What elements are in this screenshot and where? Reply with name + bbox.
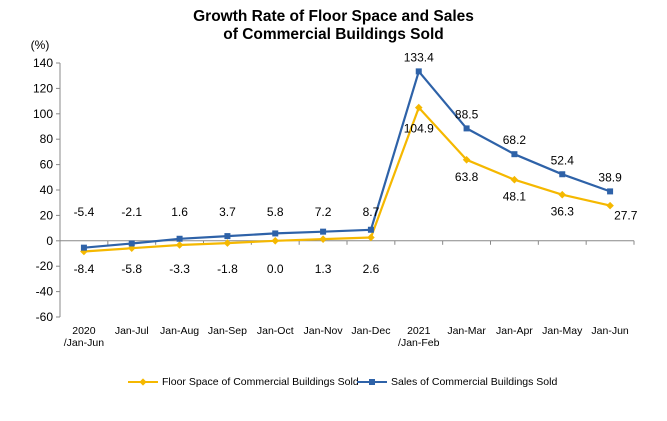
chart-title-line-1: Growth Rate of Floor Space and Sales <box>193 8 474 25</box>
legend-label-sales: Sales of Commercial Buildings Sold <box>391 376 558 388</box>
data-label-sales: -2.1 <box>121 205 142 219</box>
x-tick-label: Jan-Apr <box>496 325 533 337</box>
series-1-point <box>367 226 374 233</box>
series-0-point <box>367 233 375 242</box>
series-0-point <box>223 239 232 247</box>
data-label-floor-space: 104.9 <box>404 122 434 136</box>
data-label-sales: 52.4 <box>551 153 575 167</box>
series-0-point <box>271 237 280 245</box>
series-0-point <box>80 247 88 256</box>
data-label-sales: 68.2 <box>503 133 527 147</box>
series-0-point <box>558 190 567 199</box>
series-0-point <box>510 175 519 184</box>
y-tick-label: 120 <box>33 81 53 95</box>
series-line-0 <box>83 106 611 253</box>
series-1-point <box>80 244 87 251</box>
series-1-point <box>511 151 518 158</box>
data-label-sales: 5.8 <box>267 205 284 219</box>
y-tick-label: 20 <box>40 208 54 222</box>
data-label-floor-space: 36.3 <box>551 205 575 219</box>
y-tick-label: 140 <box>33 56 53 70</box>
series-line-1 <box>83 70 611 249</box>
series-1-point <box>272 230 279 237</box>
data-label-sales: 88.5 <box>455 107 479 121</box>
legend-label-floor-space: Floor Space of Commercial Buildings Sold <box>162 376 359 388</box>
chart-title: Growth Rate of Floor Space and Sales of … <box>0 8 667 44</box>
series-0-point <box>414 103 423 112</box>
series-0-point <box>606 201 614 210</box>
series-1-point <box>176 235 183 242</box>
x-tick-label: 2021/Jan-Feb <box>398 325 440 349</box>
series-1-point <box>415 68 422 75</box>
data-label-floor-space: 48.1 <box>503 190 527 204</box>
series-0-point <box>319 235 327 243</box>
data-label-floor-space: 63.8 <box>455 170 479 184</box>
legend-item-floor-space: Floor Space of Commercial Buildings Sold <box>128 376 359 388</box>
data-label-floor-space: 0.0 <box>267 262 284 276</box>
y-tick-label: 0 <box>46 234 53 248</box>
data-label-floor-space: -1.8 <box>217 262 238 276</box>
y-tick-label: -20 <box>36 259 54 273</box>
data-label-sales: 7.2 <box>315 205 332 219</box>
series-0-point <box>175 241 184 249</box>
y-tick-label: -40 <box>36 285 54 299</box>
data-label-floor-space: 1.3 <box>315 262 332 276</box>
data-label-sales: 8.7 <box>363 205 380 219</box>
x-tick-label: Jan-Oct <box>257 325 294 337</box>
y-tick-label: -60 <box>36 310 54 324</box>
data-label-floor-space: -5.8 <box>121 262 142 276</box>
data-label-sales: 1.6 <box>171 205 188 219</box>
series-1-point <box>128 240 135 247</box>
series-1-point <box>559 171 566 178</box>
data-label-sales: 3.7 <box>219 205 236 219</box>
data-label-floor-space: 2.6 <box>363 262 380 276</box>
data-label-floor-space: -3.3 <box>169 262 190 276</box>
x-tick-label: Jan-May <box>542 325 583 337</box>
data-label-sales: 133.4 <box>404 50 434 64</box>
y-tick-label: 80 <box>40 132 54 146</box>
series-1-point <box>607 188 614 195</box>
y-tick-label: 40 <box>40 183 54 197</box>
chart-title-line-2: of Commercial Buildings Sold <box>223 26 444 43</box>
data-label-floor-space: 27.7 <box>614 209 638 223</box>
legend: Floor Space of Commercial Buildings Sold… <box>0 376 667 394</box>
data-label-sales: -5.4 <box>74 205 95 219</box>
series-1-point <box>320 228 327 235</box>
x-tick-label: Jan-Dec <box>351 325 390 337</box>
legend-item-sales: Sales of Commercial Buildings Sold <box>357 376 557 388</box>
x-tick-label: Jan-Aug <box>160 325 199 337</box>
data-label-sales: 38.9 <box>598 170 622 184</box>
x-tick-label: Jan-Jun <box>591 325 629 337</box>
y-tick-label: 60 <box>40 158 54 172</box>
x-tick-label: Jan-Nov <box>304 325 344 337</box>
x-tick-label: 2020/Jan-Jun <box>64 325 104 349</box>
legend-swatch-floor-space <box>128 377 158 387</box>
legend-swatch-sales <box>357 377 387 387</box>
y-axis-label: (%) <box>31 38 50 52</box>
series-0-point <box>462 155 471 164</box>
series-1-point <box>463 125 470 132</box>
x-tick-label: Jan-Jul <box>115 325 149 337</box>
x-tick-label: Jan-Sep <box>208 325 247 337</box>
series-1-point <box>224 233 231 240</box>
y-tick-label: 100 <box>33 107 53 121</box>
x-tick-label: Jan-Mar <box>447 325 486 337</box>
data-label-floor-space: -8.4 <box>74 262 95 276</box>
